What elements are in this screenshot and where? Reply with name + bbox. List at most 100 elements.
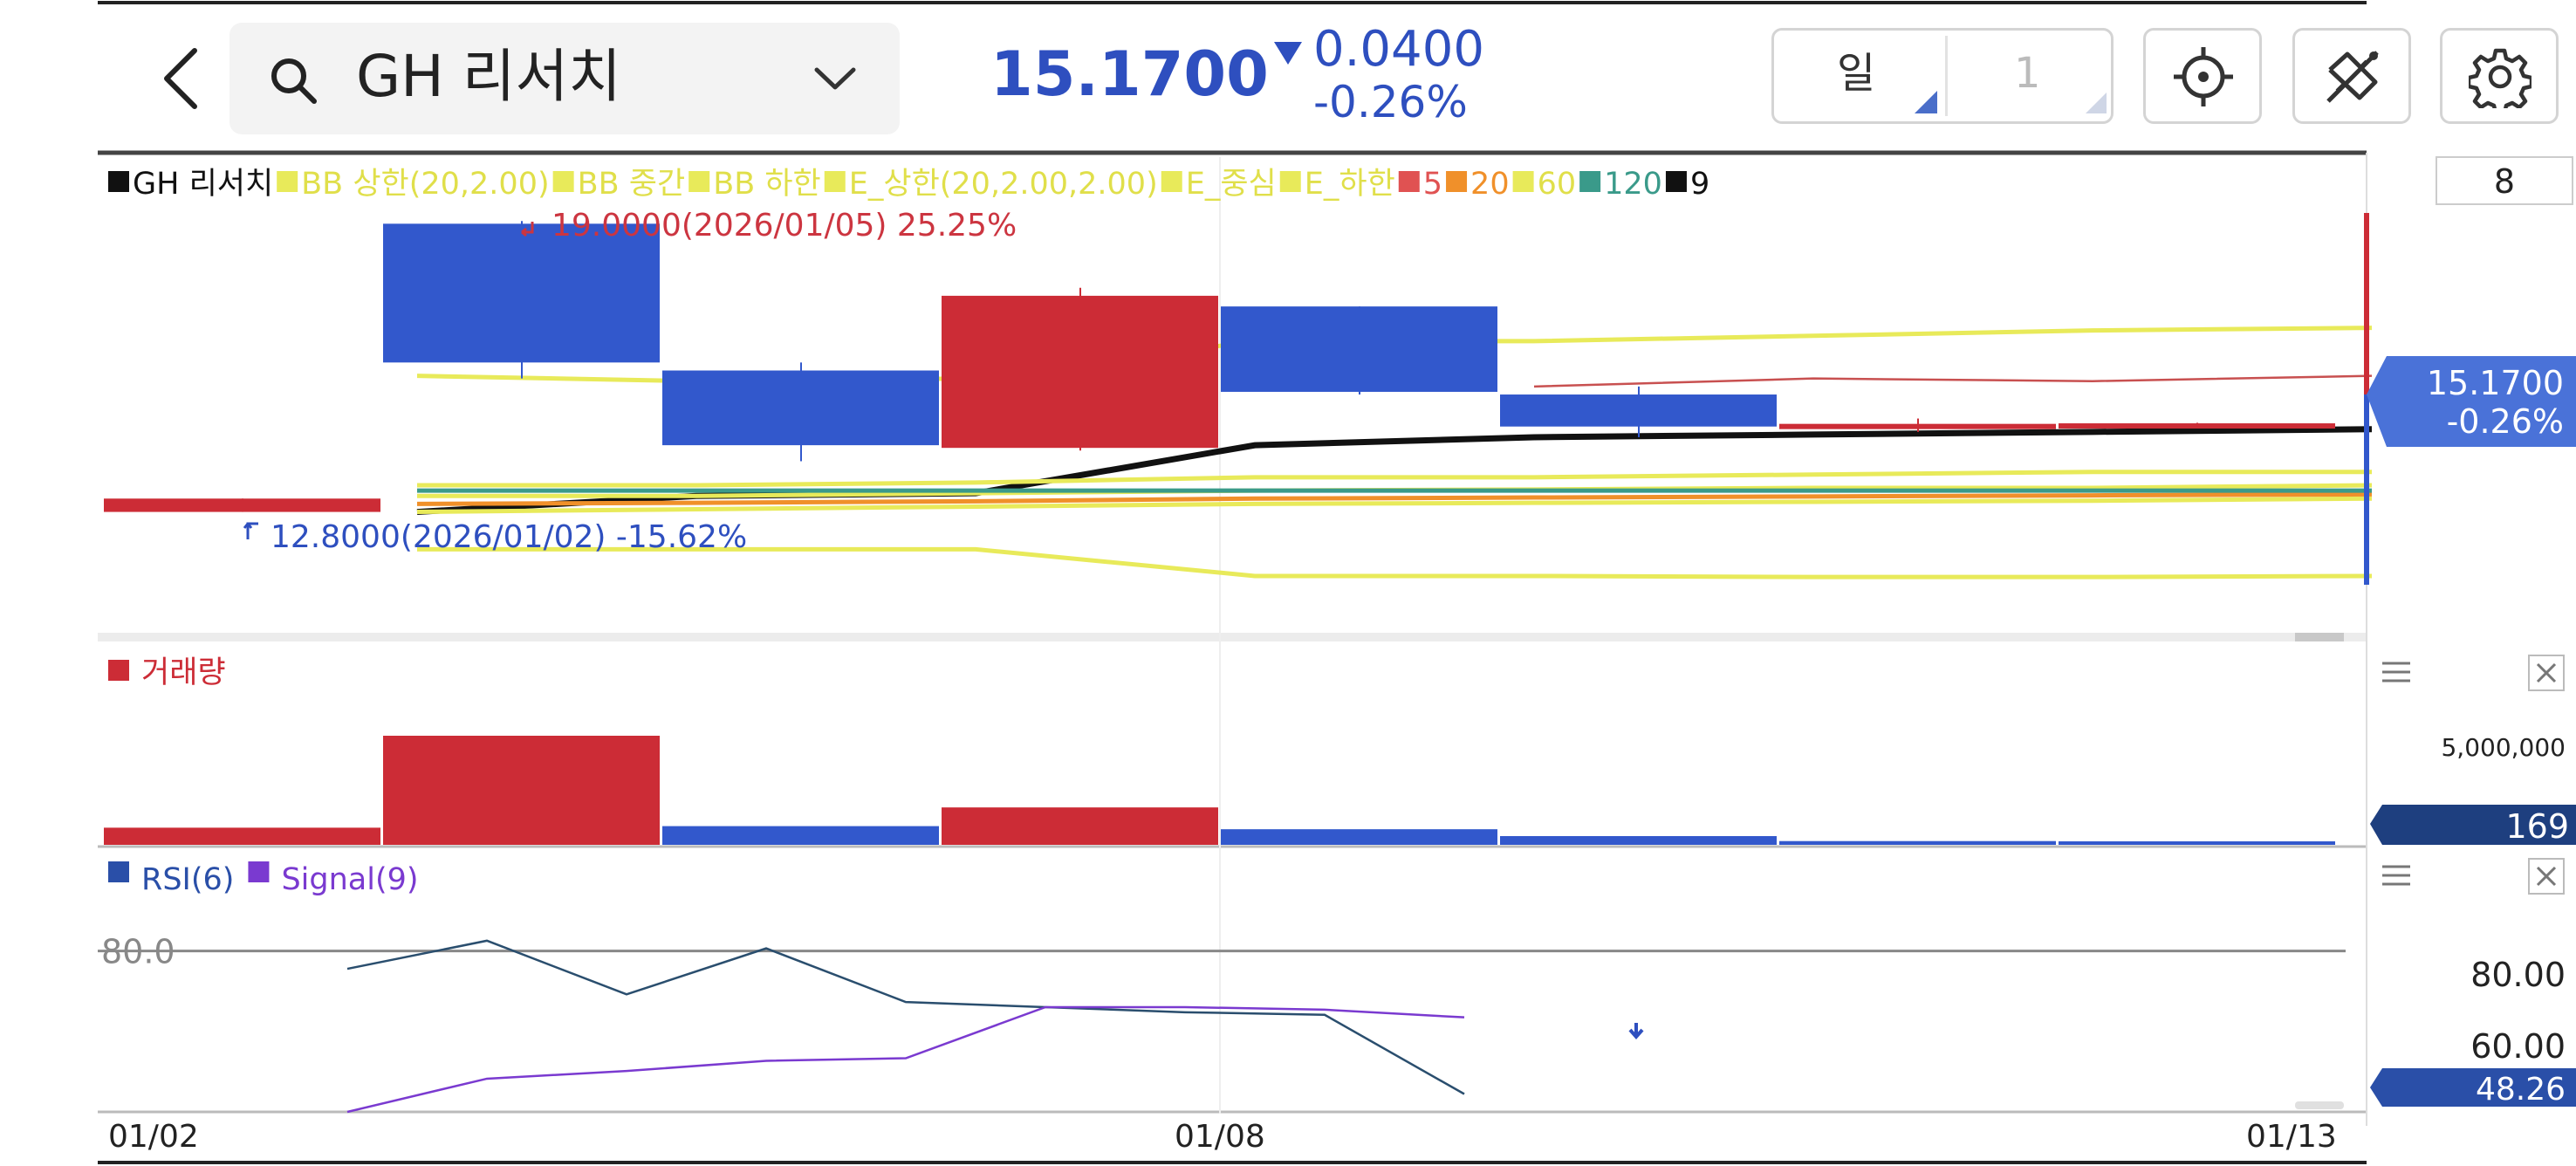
close-x	[2536, 662, 2557, 683]
hamburger-menu-icon[interactable]	[2382, 865, 2410, 886]
drawing-tools-button[interactable]	[2292, 28, 2411, 124]
rsi-series-line	[346, 1005, 1465, 1114]
volume-bar	[942, 807, 1218, 845]
overlay-line-E20200200	[417, 470, 2372, 488]
legend-swatch	[1579, 171, 1601, 192]
hamburger-menu-icon[interactable]	[2382, 662, 2410, 682]
candle	[662, 370, 939, 446]
volume-scale-label: 5,000,000	[2441, 733, 2566, 762]
price-label-pct: -0.26%	[2447, 402, 2564, 441]
crosshair-button[interactable]	[2143, 28, 2262, 124]
price-change: 0.0400	[1313, 21, 1484, 78]
price-label-box	[2367, 356, 2576, 447]
gear-icon	[2469, 48, 2531, 108]
legend-label: E_하한	[1305, 167, 1395, 202]
legend-label: E_중심	[1186, 167, 1277, 202]
period-value[interactable]: 1	[2014, 49, 2041, 98]
legend-swatch	[1512, 171, 1534, 192]
legend-label: BB 중간	[578, 167, 686, 202]
candle	[942, 295, 1218, 449]
volume-legend-label: 거래량	[141, 655, 226, 690]
visible-count-box	[2436, 156, 2573, 205]
legend-swatch	[108, 171, 129, 192]
x-tick-label: 01/02	[108, 1119, 199, 1155]
legend-label: 120	[1604, 167, 1662, 202]
legend-label: BB 하한	[713, 167, 821, 202]
legend-label: GH 리서치	[133, 167, 273, 202]
signal-cross-icon	[1628, 1023, 1644, 1040]
legend-label: 9	[1690, 167, 1709, 202]
rsi-legend-label: RSI(6)	[141, 862, 234, 897]
close-box	[2528, 858, 2565, 895]
settings-button[interactable]	[2440, 28, 2559, 124]
overlay-line-E	[416, 496, 2373, 515]
volume-bar	[1221, 829, 1497, 845]
legend-label: E_상한(20,2.00,2.00)	[849, 167, 1158, 202]
low-annotation: 12.8000(2026/01/02) -15.62%	[271, 519, 747, 555]
stock-name: GH 리서치	[356, 43, 621, 110]
close-x	[2536, 866, 2557, 887]
candle	[1779, 423, 2056, 429]
legend-swatch	[689, 171, 710, 192]
legend-swatch	[1161, 171, 1182, 192]
legend-swatch	[1665, 171, 1687, 192]
legend-swatch	[1279, 171, 1301, 192]
volume-bar	[104, 827, 380, 845]
candle	[104, 498, 380, 512]
rsi-scale-80: 80.00	[2470, 956, 2566, 994]
high-annotation: 19.0000(2026/01/05) 25.25%	[552, 208, 1017, 243]
x-tick-label: 01/13	[2246, 1119, 2337, 1155]
search-icon[interactable]	[267, 54, 319, 106]
legend-swatch	[824, 171, 846, 192]
down-arrow-icon	[1272, 40, 1304, 68]
overlay-line-BB	[417, 546, 2373, 580]
rsi-series-line	[346, 939, 1465, 1095]
period-unit-label[interactable]: 일	[1837, 49, 1876, 98]
candle	[1500, 394, 1777, 427]
current-price: 15.1700	[990, 38, 1269, 110]
legend-swatch	[1446, 171, 1468, 192]
volume-bar	[383, 736, 660, 845]
drawing-tools-icon	[2326, 51, 2379, 103]
legend-swatch	[1398, 171, 1420, 192]
legend-label: 60	[1538, 167, 1577, 202]
chevron-down-icon[interactable]	[812, 63, 859, 94]
legend-swatch	[552, 171, 574, 192]
legend-label: BB 상한(20,2.00)	[301, 167, 549, 202]
legend-label: 20	[1470, 167, 1510, 202]
rsi-legend-label: Signal(9)	[281, 862, 418, 897]
volume-current-box	[2370, 805, 2576, 845]
legend-swatch	[108, 861, 129, 882]
volume-bar	[2059, 841, 2335, 845]
rsi-reference-label: 80.0	[101, 933, 175, 971]
volume-current-label: 169	[2505, 807, 2569, 846]
candle	[383, 223, 660, 363]
period-selector[interactable]	[1771, 28, 2114, 124]
rsi-current-box	[2370, 1068, 2576, 1107]
back-icon[interactable]	[153, 44, 214, 113]
legend-label: 5	[1423, 167, 1442, 202]
period-value-corner-icon	[2086, 93, 2107, 113]
legend-swatch	[108, 660, 129, 681]
candle	[1221, 306, 1497, 392]
crosshair-icon	[2174, 47, 2233, 106]
x-tick-label: 01/08	[1175, 1119, 1265, 1155]
rsi-scale-60: 60.00	[2470, 1027, 2566, 1066]
legend-swatch	[248, 861, 270, 882]
rsi-current-label: 48.26	[2476, 1072, 2566, 1108]
price-change-pct: -0.26%	[1313, 77, 1468, 127]
low-marker-icon	[243, 522, 258, 539]
stock-search-box[interactable]	[230, 23, 900, 134]
close-icon[interactable]	[2528, 655, 2565, 691]
legend-swatch	[277, 171, 298, 192]
period-unit-corner-icon	[1915, 91, 1937, 113]
overlay-line-5	[1533, 374, 2373, 388]
candle	[2059, 423, 2335, 429]
volume-bar	[1779, 840, 2056, 845]
price-label: 15.1700	[2427, 364, 2564, 402]
high-marker-icon	[521, 222, 534, 237]
close-icon[interactable]	[2528, 858, 2565, 895]
volume-bar	[662, 826, 939, 845]
